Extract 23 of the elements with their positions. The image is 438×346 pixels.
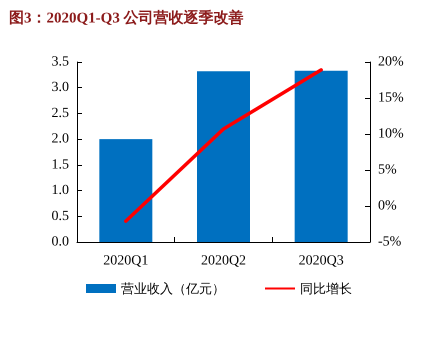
y2-tick-label: 15% — [378, 90, 404, 106]
y2-tick-label: 20% — [378, 54, 404, 70]
y2-tick-label: -5% — [378, 234, 402, 250]
y2-tick-label: 5% — [378, 162, 397, 178]
legend-label: 同比增长 — [300, 281, 352, 296]
bar — [99, 139, 152, 242]
y2-tick-label: 10% — [378, 126, 404, 142]
y-tick-label: 3.0 — [52, 80, 69, 96]
y-tick-label: 0.0 — [52, 234, 69, 250]
chart-title: 图3：2020Q1-Q3 公司营收逐季改善 — [9, 8, 244, 26]
y-tick-label: 0.5 — [52, 208, 69, 224]
y-tick-label: 2.0 — [52, 132, 69, 147]
x-tick-label: 2020Q3 — [298, 254, 344, 268]
legend-label: 营业收入（亿元） — [121, 281, 225, 296]
x-tick-label: 2020Q2 — [200, 254, 246, 268]
bar — [197, 71, 250, 242]
y-tick-label: 1.5 — [52, 157, 69, 172]
y-tick-label: 1.0 — [52, 183, 69, 198]
x-tick-label: 2020Q1 — [103, 254, 148, 268]
y-tick-label: 3.5 — [52, 54, 69, 70]
y-tick-label: 2.5 — [52, 106, 69, 121]
y2-tick-label: 0% — [378, 198, 397, 214]
bar — [294, 70, 348, 242]
